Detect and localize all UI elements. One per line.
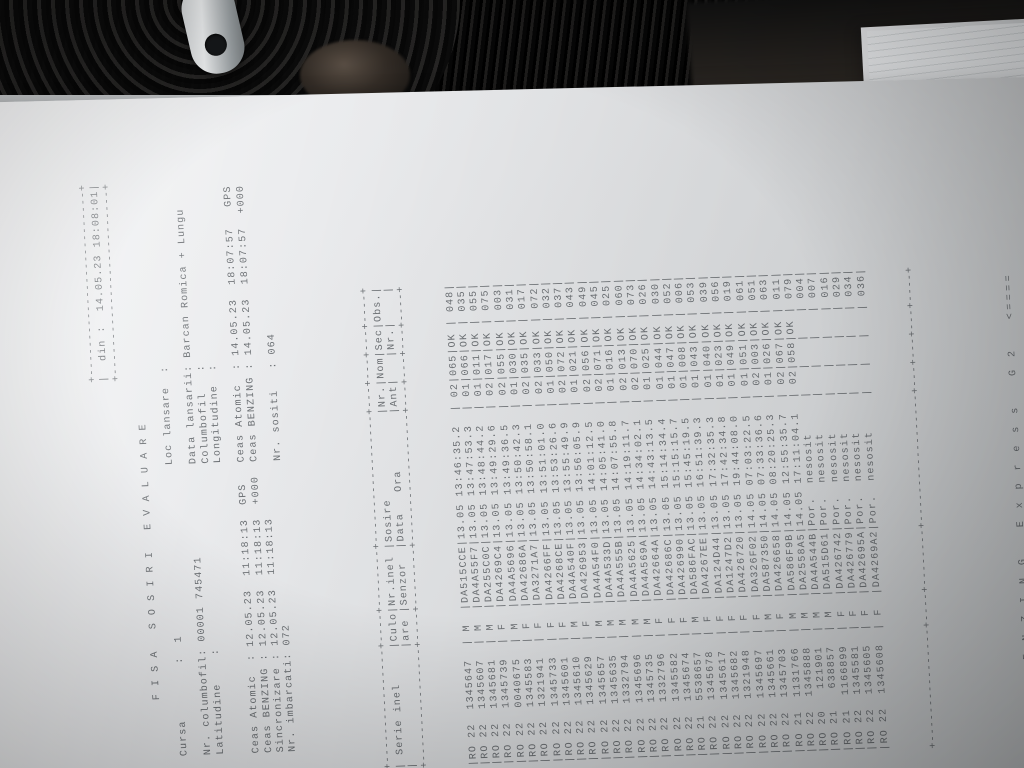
table-body: |RO 22 1345647 | M |DA515CCE|13.05 13:46… bbox=[444, 267, 891, 767]
report-print-block: +--------------------------+ | din : 14.… bbox=[39, 98, 1024, 768]
printed-report-sheet: +--------------------------+ | din : 14.… bbox=[0, 76, 1024, 768]
table-head: +----------------+----+--------+--------… bbox=[359, 285, 432, 768]
report-footer: ====> B E N Z I N G E x p r e s s G 2 <=… bbox=[1003, 271, 1024, 679]
report-header-block: +--------------------------+ | din : 14.… bbox=[77, 182, 300, 757]
table-end: +----------------+----+--------+--------… bbox=[904, 265, 940, 749]
